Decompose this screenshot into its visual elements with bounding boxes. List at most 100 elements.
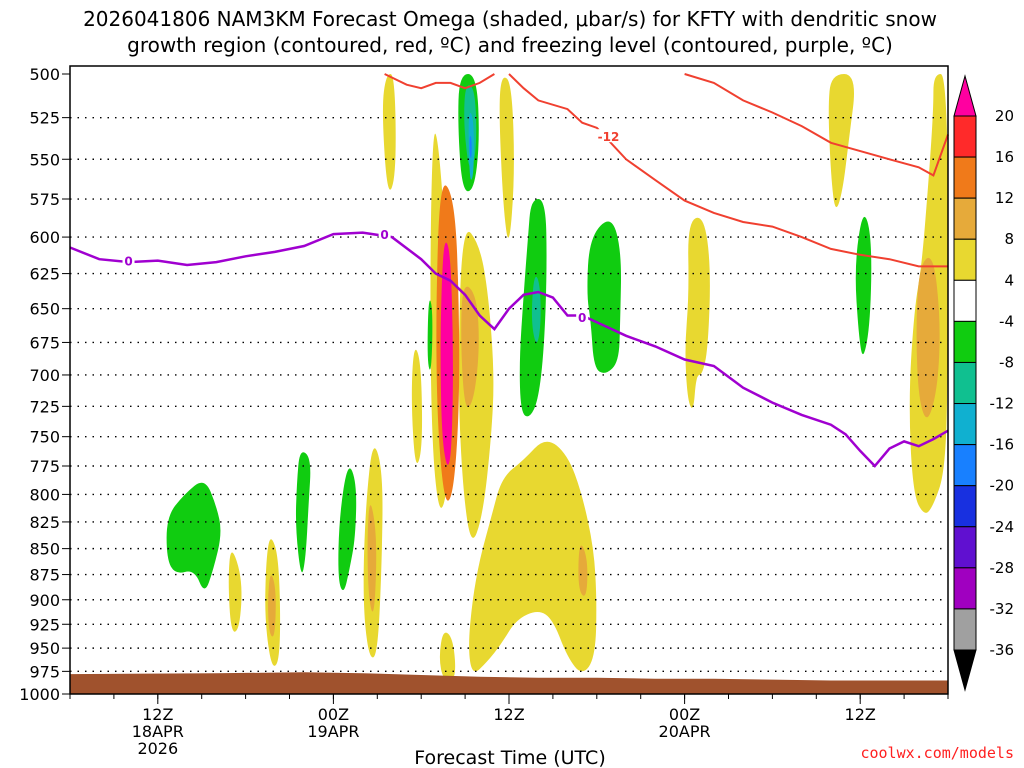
y-tick-label-875: 875 [29, 566, 60, 585]
x-tick-label: 19APR [307, 722, 359, 741]
ground-surface [70, 672, 948, 694]
colorbar-segment [953, 403, 977, 446]
x-tick-label: 12Z [493, 705, 524, 724]
omega-region-4 [828, 74, 854, 208]
omega-region--4 [427, 300, 433, 370]
freezing-label-bg [122, 253, 135, 267]
y-tick-label-725: 725 [29, 397, 60, 416]
y-tick-label-575: 575 [29, 190, 60, 209]
colorbar-segment [953, 485, 977, 528]
colorbar-label: 12 [995, 189, 1014, 207]
omega-region-8 [916, 257, 940, 418]
dgz-contour-line [508, 73, 948, 268]
dgz-contour-line [684, 73, 949, 177]
x-tick-label: 2026 [137, 739, 178, 758]
colorbar-segment [953, 526, 977, 569]
freezing-level-label: 0 [380, 228, 388, 242]
colorbar-segment [953, 567, 977, 610]
omega-region-4 [469, 441, 597, 672]
y-tick-label-825: 825 [29, 513, 60, 532]
x-tick-label: 12Z [142, 705, 173, 724]
dgz-contour-line [384, 73, 495, 90]
freezing-level-label: 0 [124, 255, 132, 269]
x-axis-label: Forecast Time (UTC) [414, 747, 605, 768]
colorbar-label: 20 [995, 107, 1014, 125]
colorbar-label: -32 [990, 600, 1015, 618]
y-tick-label-650: 650 [29, 300, 60, 319]
y-tick-label-750: 750 [29, 428, 60, 447]
colorbar-segment [953, 197, 977, 240]
colorbar-label: 4 [1004, 271, 1014, 289]
dgz-contour-label: -12 [598, 130, 620, 144]
omega-region-4 [439, 632, 456, 681]
y-tick-label-850: 850 [29, 540, 60, 559]
freezing-label-bg [576, 309, 589, 323]
colorbar: 20 16 12 8 4 -4 -8 -12 -16 -20 -24 -28 -32 -36 [953, 74, 1015, 692]
y-axis: 500 525 550 575 600 625 650 675 700 725 750 775 800 8… [19, 65, 70, 704]
chart-title-line2: growth region (contoured, red, ºC) and f… [127, 33, 893, 57]
omega-region-4 [382, 74, 396, 190]
dgz-label-bg [594, 129, 623, 143]
colorbar-label: -4 [999, 312, 1014, 330]
x-tick-label: 20APR [659, 722, 711, 741]
y-tick-label-525: 525 [29, 109, 60, 128]
colorbar-label: 8 [1004, 230, 1014, 248]
y-tick-label-500: 500 [29, 65, 60, 84]
colorbar-label: -24 [990, 518, 1015, 536]
colorbar-label: -20 [990, 477, 1015, 495]
dgz-contours: -12 [384, 73, 949, 268]
x-tick-label: 18APR [132, 722, 184, 741]
omega-region--4 [166, 482, 221, 589]
omega-shading [166, 74, 948, 681]
credit-text: coolwx.com/models [860, 744, 1014, 762]
colorbar-segment [953, 238, 977, 281]
colorbar-label: -16 [990, 436, 1015, 454]
y-tick-label-900: 900 [29, 591, 60, 610]
omega-region-8 [461, 286, 479, 408]
y-tick-label-925: 925 [29, 615, 60, 634]
omega-region--4 [855, 216, 872, 355]
omega-region--16 [469, 135, 472, 158]
x-tick-label: 00Z [669, 705, 700, 724]
freezing-label-bg [378, 227, 391, 241]
y-tick-label-675: 675 [29, 333, 60, 352]
freezing-level-label: 0 [578, 311, 586, 325]
omega-region--4 [338, 468, 357, 591]
y-tick-label-700: 700 [29, 366, 60, 385]
colorbar-label: -36 [990, 641, 1015, 659]
colorbar-segment [953, 608, 977, 651]
omega-region-4 [228, 552, 242, 632]
colorbar-label: -28 [990, 559, 1015, 577]
colorbar-label: -12 [990, 395, 1015, 413]
omega-region-8 [578, 545, 588, 596]
x-tick-label: 00Z [318, 705, 349, 724]
y-tick-label-600: 600 [29, 228, 60, 247]
omega-region-8 [367, 505, 377, 612]
colorbar-segment [953, 279, 977, 322]
colorbar-segment [953, 156, 977, 199]
omega-region--4 [587, 221, 622, 373]
freezing-level-line [69, 231, 949, 468]
y-tick-label-625: 625 [29, 265, 60, 284]
colorbar-label: 16 [995, 148, 1014, 166]
colorbar-segment [953, 361, 977, 405]
colorbar-segment [953, 444, 977, 487]
chart-title-line1: 2026041806 NAM3KM Forecast Omega (shaded… [83, 7, 937, 31]
omega-region-4 [499, 77, 514, 238]
omega-region-4 [411, 349, 423, 463]
freezing-level-contour: 0 0 0 [69, 227, 949, 468]
y-tick-label-1000: 1000 [19, 685, 60, 704]
plot-area: -12 0 0 0 [69, 65, 949, 695]
y-tick-label-950: 950 [29, 639, 60, 658]
y-tick-label-975: 975 [29, 662, 60, 681]
omega-region-20 [440, 242, 453, 465]
colorbar-label: -8 [999, 353, 1014, 371]
y-tick-label-775: 775 [29, 457, 60, 476]
colorbar-segment [953, 320, 977, 363]
x-tick-label: 12Z [845, 705, 876, 724]
omega-region--4 [295, 452, 311, 573]
y-tick-label-800: 800 [29, 485, 60, 504]
colorbar-top-arrow [953, 74, 977, 117]
